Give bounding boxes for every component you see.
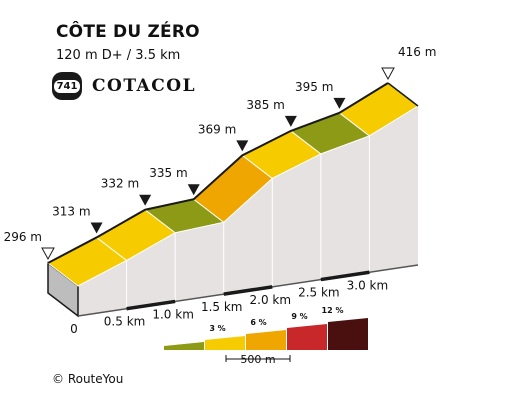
- ground-bar: [126, 299, 176, 311]
- x-tick-label: 2.0 km: [250, 293, 292, 307]
- elevation-marker-icon: [236, 140, 249, 152]
- elevation-marker-icon: [139, 194, 152, 206]
- elevation-label: 335 m: [149, 166, 187, 180]
- cotacol-number: 741: [53, 79, 81, 93]
- credit-text: © RouteYou: [52, 372, 124, 386]
- elevation-label: 369 m: [198, 122, 236, 136]
- ground-bar: [223, 285, 273, 296]
- x-tick-label: 0: [70, 322, 78, 336]
- x-tick-label: 1.0 km: [152, 307, 194, 321]
- legend-swatch: [328, 318, 368, 350]
- elevation-label: 332 m: [101, 177, 139, 191]
- legend-grade-label: 3 %: [209, 324, 225, 333]
- cotacol-wordmark: COTACOL: [92, 76, 197, 96]
- legend-swatch: [205, 336, 245, 350]
- x-tick-label: 3.0 km: [347, 278, 389, 292]
- x-tick-label: 1.5 km: [201, 300, 243, 314]
- climb-stats: 120 m D+ / 3.5 km: [56, 48, 181, 63]
- x-tick-label: 2.5 km: [298, 286, 340, 300]
- elevation-label: 416 m: [398, 45, 436, 59]
- elevation-label: 313 m: [52, 204, 90, 218]
- legend-swatch: [164, 342, 204, 350]
- profile-back-edge: [47, 82, 389, 264]
- elevation-marker-icon: [187, 184, 200, 196]
- scale-bar-label: 500 m: [240, 353, 275, 366]
- climb-title: CÔTE DU ZÉRO: [56, 22, 200, 42]
- legend-grade-label: 12 %: [322, 306, 344, 315]
- elevation-marker-outline-icon: [41, 247, 55, 261]
- x-tick-label: 0.5 km: [104, 315, 146, 329]
- cotacol-badge-icon: 741: [52, 72, 82, 100]
- cotacol-logo: 741 COTACOL: [52, 72, 196, 100]
- legend-grade-label: 9 %: [291, 312, 307, 321]
- profile-side-wall: [78, 106, 418, 316]
- profile-header: CÔTE DU ZÉRO 120 m D+ / 3.5 km: [56, 22, 200, 63]
- legend-grade-label: 6 %: [250, 318, 266, 327]
- ground-bar: [320, 270, 370, 282]
- elevation-marker-icon: [333, 97, 346, 109]
- elevation-label: 385 m: [246, 98, 284, 112]
- elevation-marker-icon: [90, 222, 103, 234]
- elevation-label: 296 m: [4, 230, 42, 244]
- legend-swatch: [287, 324, 327, 350]
- elevation-label: 395 m: [295, 80, 333, 94]
- profile-end-edge: [387, 82, 419, 107]
- elevation-marker-icon: [284, 115, 297, 127]
- legend-swatch: [246, 330, 286, 350]
- elevation-marker-outline-icon: [381, 67, 395, 81]
